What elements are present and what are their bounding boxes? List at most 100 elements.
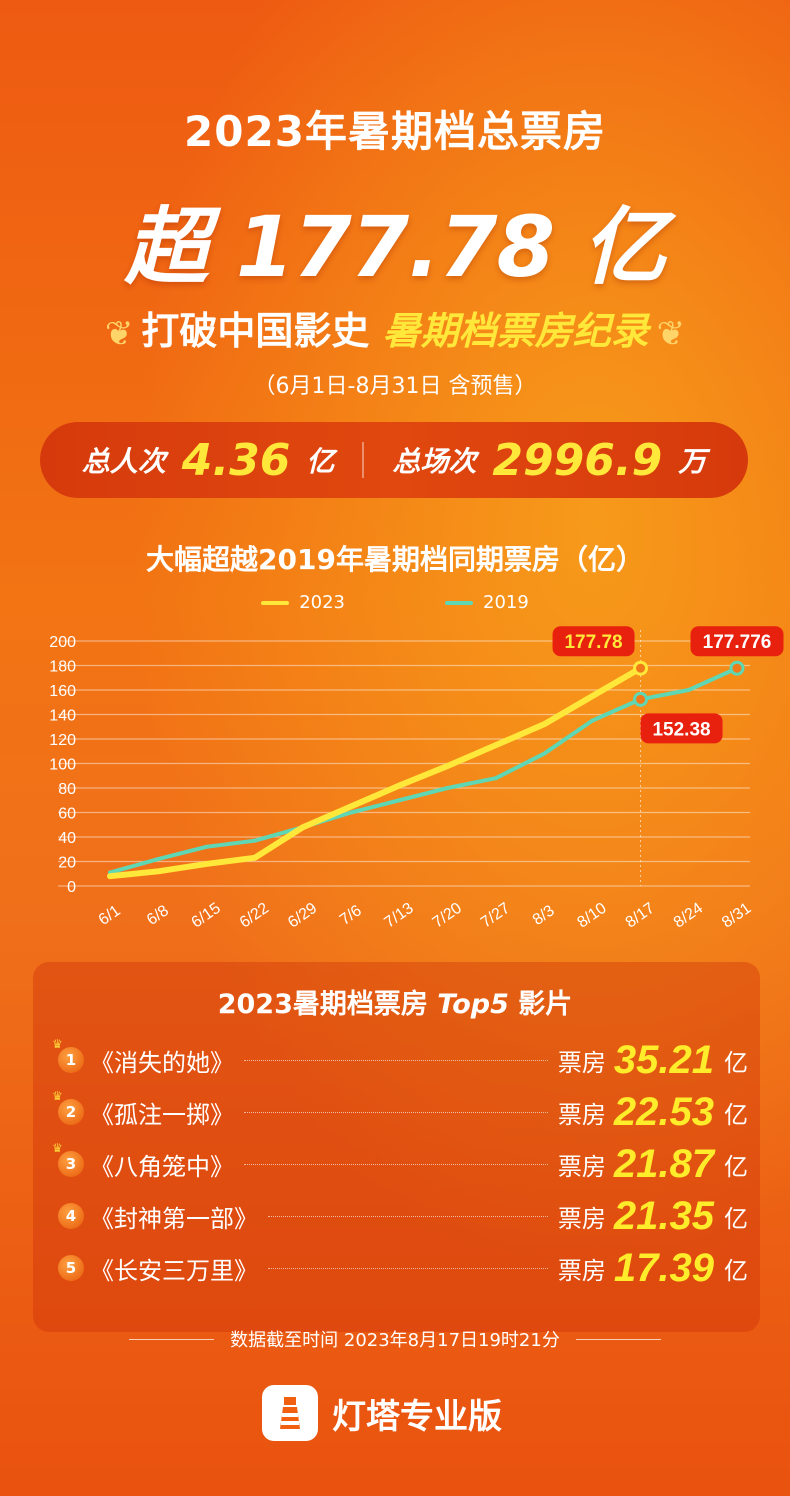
endpoint-marker <box>633 660 649 676</box>
y-tick-label: 160 <box>49 683 76 700</box>
chart-title: 大幅超越2019年暑期档同期票房（亿） <box>146 543 644 576</box>
box-office-unit: 亿 <box>724 1152 748 1181</box>
data-point-2023 <box>397 783 402 788</box>
x-tick-label: 7/13 <box>381 900 416 932</box>
divider <box>575 1338 661 1340</box>
legend-label: 2019 <box>483 592 529 613</box>
footer-note: 数据截至时间 2023年8月17日19时21分 <box>0 1326 790 1352</box>
legend-swatch <box>261 601 290 605</box>
x-tick-label: 6/22 <box>237 900 272 932</box>
data-point-2023 <box>445 763 450 768</box>
x-tick-label: 6/8 <box>144 902 172 929</box>
box-office-value: 21.35 <box>613 1193 714 1238</box>
data-time: 数据截至时间 2023年8月17日19时21分 <box>230 1330 560 1351</box>
callout-bubble <box>640 713 723 744</box>
box-office-unit: 亿 <box>724 1204 748 1233</box>
box-office-unit: 亿 <box>724 1048 748 1077</box>
top5-row: ♛ 1 《消失的她》 票房 35.21 亿 <box>52 1035 748 1085</box>
data-point-2019 <box>686 688 691 692</box>
dotted-leader <box>268 1215 548 1217</box>
top5-row: ♛ 2 《孤注一掷》 票房 22.53 亿 <box>52 1087 748 1137</box>
y-tick-label: 40 <box>58 830 76 847</box>
rank-number: 2 <box>65 1103 77 1121</box>
data-point-2019 <box>252 838 257 843</box>
box-office-value: 22.53 <box>613 1089 714 1134</box>
headline-total: 超 177.78 亿 <box>124 198 667 296</box>
rank-number: 3 <box>65 1155 77 1173</box>
data-point-2019 <box>397 798 402 803</box>
data-point-2019 <box>493 776 498 781</box>
top5-title-italic: Top5 <box>437 989 509 1020</box>
laurel-right-icon: ❦ <box>656 313 686 354</box>
y-tick-label: 140 <box>49 708 76 725</box>
box-office-label: 票房 <box>557 1152 606 1181</box>
movie-title: 《封神第一部》 <box>90 1204 258 1233</box>
callout-bubble <box>690 626 784 657</box>
line-chart: 0 20 40 60 80 100 120 140 160 180 200 6/1 6/8 6/15 6/2… <box>49 626 784 932</box>
crown-icon: ♛ <box>52 1141 63 1155</box>
box-office-label: 票房 <box>557 1048 606 1077</box>
box-office-label: 票房 <box>557 1100 606 1129</box>
chart-legend: 2023 2019 <box>0 592 790 613</box>
box-office-value: 21.87 <box>613 1141 714 1186</box>
top5-title-suffix: 影片 <box>508 989 573 1020</box>
box-office-value: 17.39 <box>613 1245 714 1290</box>
brand-logo: 灯塔专业版 <box>262 1385 502 1441</box>
dotted-leader <box>244 1059 548 1061</box>
audience-value: 4.36 <box>181 434 291 486</box>
legend-2023: 2023 <box>261 592 345 613</box>
y-tick-label: 120 <box>49 732 76 749</box>
y-tick-label: 60 <box>58 806 76 823</box>
movie-title: 《八角笼中》 <box>90 1152 234 1181</box>
x-tick-label: 8/3 <box>530 902 558 929</box>
data-point-2023 <box>493 743 498 748</box>
x-tick-label: 8/10 <box>574 900 609 932</box>
crown-icon: ♛ <box>52 1089 63 1103</box>
shows-label: 总场次 <box>392 445 477 478</box>
y-tick-label: 0 <box>67 879 76 896</box>
x-tick-label: 8/24 <box>671 900 706 932</box>
rank-badge: 4 <box>58 1203 84 1229</box>
data-point-2023 <box>156 869 161 874</box>
top5-row: ♛ 3 《八角笼中》 票房 21.87 亿 <box>52 1139 748 1189</box>
rank-number: 1 <box>65 1051 77 1069</box>
box-office-value: 35.21 <box>613 1037 714 1082</box>
dotted-leader <box>244 1163 548 1165</box>
record-prefix: 打破中国影史 <box>141 309 370 353</box>
rank-badge: ♛ 3 <box>52 1141 84 1177</box>
period-note: （6月1日-8月31日 含预售） <box>253 374 537 399</box>
data-point-2019 <box>349 810 354 815</box>
data-point-2019 <box>156 857 161 862</box>
data-point-2019 <box>542 751 547 756</box>
divider <box>129 1338 215 1340</box>
divider <box>362 442 365 478</box>
page-title: 2023年暑期档总票房 <box>184 107 606 156</box>
rank-badge: ♛ 2 <box>52 1089 84 1125</box>
rank-badge: ♛ 1 <box>52 1037 84 1073</box>
rank-number: 5 <box>65 1259 77 1277</box>
x-tick-label: 7/6 <box>337 902 365 929</box>
box-office-label: 票房 <box>557 1204 606 1233</box>
x-tick-label: 6/29 <box>285 900 320 932</box>
laurel-left-icon: ❦ <box>104 313 134 354</box>
x-tick-label: 8/31 <box>719 900 754 932</box>
callout-label: 177.776 <box>703 632 772 653</box>
movie-title: 《消失的她》 <box>90 1048 234 1077</box>
crown-icon: ♛ <box>52 1037 63 1051</box>
data-point-2023 <box>300 825 305 830</box>
legend-label: 2023 <box>299 592 345 613</box>
y-tick-label: 200 <box>49 634 76 651</box>
stats-pill: 总人次 4.36 亿 总场次 2996.9 万 <box>40 422 748 498</box>
y-tick-label: 100 <box>49 757 76 774</box>
x-tick-label: 8/17 <box>623 900 658 932</box>
audience-label: 总人次 <box>81 445 166 478</box>
data-point-2023 <box>204 861 209 866</box>
top5-title: 2023暑期档票房 Top5 影片 <box>0 982 790 1021</box>
x-tick-label: 6/15 <box>189 900 224 932</box>
data-point-2023 <box>252 855 257 860</box>
top5-panel <box>33 962 760 1332</box>
rank-badge: 5 <box>58 1255 84 1281</box>
data-point-2023 <box>349 804 354 809</box>
y-tick-label: 180 <box>49 659 76 676</box>
shows-unit: 万 <box>678 445 707 478</box>
